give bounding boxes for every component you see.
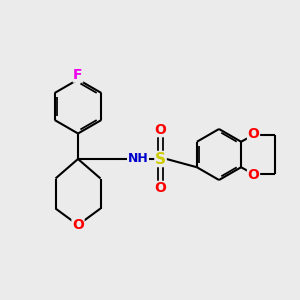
Text: O: O bbox=[72, 218, 84, 232]
Text: O: O bbox=[154, 123, 166, 136]
Text: F: F bbox=[73, 68, 83, 82]
Text: O: O bbox=[248, 168, 260, 182]
Text: O: O bbox=[154, 182, 166, 195]
Text: S: S bbox=[155, 152, 166, 166]
Text: NH: NH bbox=[128, 152, 148, 166]
Text: O: O bbox=[248, 128, 260, 141]
